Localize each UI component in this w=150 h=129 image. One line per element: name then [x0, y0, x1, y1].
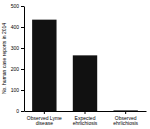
tick-mark	[21, 69, 24, 70]
tick-label: 0	[16, 108, 19, 114]
tick-label: Expectedehrlichiosis	[73, 115, 98, 127]
tick: 400	[11, 24, 24, 30]
tick: 500	[11, 3, 24, 9]
tick-label: 200	[11, 66, 20, 72]
tick: 100	[11, 87, 24, 93]
tick-label: Observed Lymedisease	[27, 115, 62, 127]
tick: 200	[11, 66, 24, 72]
tick: 300	[11, 45, 24, 51]
bar	[32, 20, 56, 111]
tick: Expectedehrlichiosis	[73, 111, 98, 126]
tick: 0	[16, 108, 24, 114]
tick-mark	[44, 111, 45, 114]
tick-label: 400	[11, 24, 20, 30]
x-axis: Observed Lymedisease Expectedehrlichiosis…	[25, 111, 147, 126]
bars	[32, 20, 138, 111]
tick-mark	[21, 90, 24, 91]
tick-label: 100	[11, 87, 20, 93]
axis-line	[24, 7, 25, 112]
tick-mark	[125, 111, 126, 114]
tick-label-line: ehrlichiosis	[73, 120, 98, 126]
plot: 0 100 200 300 400 500 Observed Lymedisease Expe…	[1, 3, 147, 126]
tick-mark	[85, 111, 86, 114]
y-label: No. human case reports in 2014	[1, 23, 7, 94]
tick-mark	[21, 111, 24, 112]
tick: Observed Lymedisease	[27, 111, 62, 126]
tick-label: 500	[11, 3, 20, 9]
tick-label-line: ehrlichiosis	[113, 120, 138, 126]
tick-mark	[21, 6, 24, 7]
tick: Observedehrlichiosis	[113, 111, 138, 126]
bar	[73, 55, 97, 111]
tick-mark	[21, 27, 24, 28]
bar	[113, 110, 137, 111]
tick-label-line: disease	[36, 120, 53, 126]
tick-label: 300	[11, 45, 20, 51]
tick-mark	[21, 48, 24, 49]
y-axis: 0 100 200 300 400 500	[11, 3, 25, 114]
tick-label: Observedehrlichiosis	[113, 115, 138, 127]
chart: 0 100 200 300 400 500 Observed Lymedisease Expe…	[0, 0, 150, 129]
